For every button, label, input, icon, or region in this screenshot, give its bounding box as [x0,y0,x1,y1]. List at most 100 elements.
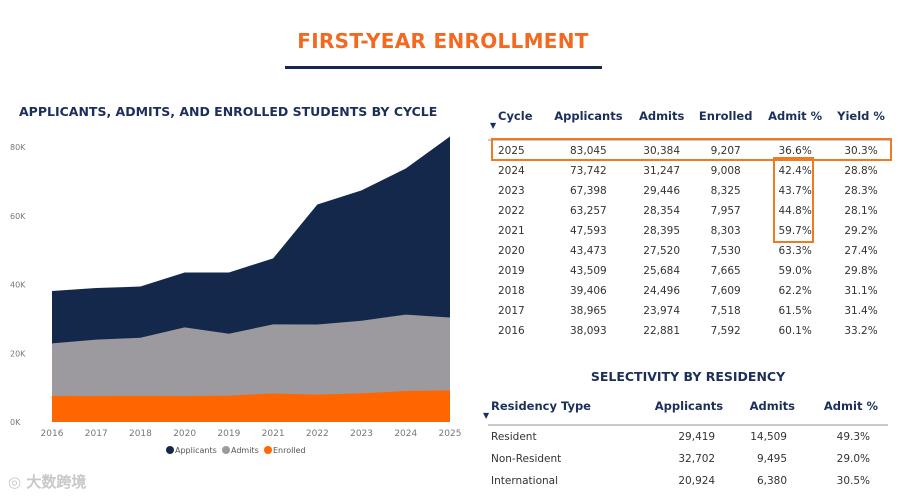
table-cell: 22,881 [643,325,681,337]
x-tick-label: 2019 [217,429,240,439]
table-cell: 27.4% [844,245,878,257]
table-cell: 30.5% [836,475,870,487]
sort-desc-icon[interactable]: ▼ [483,411,490,420]
column-header[interactable]: Admit % [760,106,831,141]
table-cell: 2023 [498,185,525,197]
highlight-box-2025-row [491,138,892,161]
column-header[interactable]: Applicants [544,106,633,141]
x-tick-label: 2022 [306,429,329,439]
table-cell: 44.8% [778,205,812,217]
table-cell: 27,520 [643,245,681,257]
table-cell: 32,702 [678,453,716,465]
table-cell: 67,398 [570,185,607,197]
table-row: 2019 43,509 25,684 7,665 59.0% 29.8% [488,261,892,281]
cycle-table: Cycle ▼ Applicants Admits Enrolled Admit % Yie… [488,106,892,341]
table-row: 2025 83,045 30,384 9,207 36.6% 30.3% [488,140,892,161]
y-tick-label: 80K [10,143,26,152]
table-cell: 28,354 [643,205,681,217]
column-header[interactable]: Yield % [830,106,892,141]
table-cell: 38,965 [570,305,607,317]
table-cell: 7,518 [710,305,741,317]
table-row: 2021 47,593 28,395 8,303 59.7% 29.2% [488,221,892,241]
x-tick-label: 2018 [129,429,152,439]
table-cell: 8,325 [710,185,741,197]
legend-label[interactable]: Admits [231,446,259,455]
table-cell: 60.1% [778,325,812,337]
legend-marker-enrolled [264,446,272,454]
table-cell: 8,303 [710,225,741,237]
x-tick-label: 2021 [262,429,285,439]
table-cell: 36.6% [778,145,812,157]
table-row: 2017 38,965 23,974 7,518 61.5% 31.4% [488,301,892,321]
legend-label[interactable]: Enrolled [273,446,306,455]
table-cell: 43.7% [778,185,812,197]
legend-marker-applicants [166,446,174,454]
table-row: 2023 67,398 29,446 8,325 43.7% 28.3% [488,181,892,201]
table-cell: 63,257 [570,205,607,217]
table-cell: 29.8% [844,265,878,277]
x-tick-label: 2017 [85,429,108,439]
table-cell: Resident [491,431,537,443]
column-header-label: Applicants [654,399,724,413]
table-row: 2020 43,473 27,520 7,530 63.3% 27.4% [488,241,892,261]
column-header-label: Admit % [768,109,823,123]
table-cell: 49.3% [836,431,870,443]
column-header[interactable]: Admit % [805,398,888,426]
table-cell: 83,045 [570,145,607,157]
watermark-icon: ◎ [8,473,22,491]
table-cell: 7,530 [710,245,741,257]
table-cell: 20,924 [678,475,716,487]
table-row: 2018 39,406 24,496 7,609 62.2% 31.1% [488,281,892,301]
table-cell: 43,509 [570,265,607,277]
table-cell: 31.4% [844,305,878,317]
column-header[interactable]: Admits [632,106,692,141]
table-cell: 42.4% [778,165,812,177]
x-tick-label: 2023 [350,429,373,439]
column-header-label: Applicants [554,109,623,123]
chart-title: APPLICANTS, ADMITS, AND ENROLLED STUDENT… [19,104,438,119]
column-header-label: Yield % [837,109,885,123]
table-row: International 20,924 6,380 30.5% [488,470,888,492]
column-header-label: Cycle [498,109,533,123]
table-cell: 47,593 [570,225,607,237]
table-cell: 62.2% [778,285,812,297]
column-header[interactable]: Residency Type ▼ [483,398,632,426]
table-cell: 30.3% [844,145,878,157]
table-cell: 39,406 [570,285,607,297]
column-header[interactable]: Cycle ▼ [488,106,545,141]
legend-label[interactable]: Applicants [175,446,217,455]
title-divider [285,66,602,69]
highlight-box-admit-pct [773,157,814,243]
table-cell: 9,495 [756,453,787,465]
y-tick-label: 0K [10,418,21,427]
area-chart: 0K 20K 40K 60K 80K 2016 2017 2018 2020 2019 2021 20… [10,136,461,455]
table-cell: 30,384 [643,145,681,157]
legend-marker-admits [222,446,230,454]
table-cell: 7,957 [710,205,741,217]
watermark-logo: ◎ 大数跨境 [8,471,86,492]
x-tick-label: 2016 [41,429,64,439]
table-cell: 29,419 [678,431,716,443]
table-row: Non-Resident 32,702 9,495 29.0% [488,448,888,470]
y-tick-label: 40K [10,281,26,290]
table-cell: 33.2% [844,325,878,337]
table-cell: 28.8% [844,165,878,177]
column-header[interactable]: Admits [733,398,805,426]
table-cell: 73,742 [570,165,607,177]
sort-desc-icon[interactable]: ▼ [490,121,497,130]
table-cell: 2025 [498,145,525,157]
residency-title: SELECTIVITY BY RESIDENCY [590,369,786,384]
column-header[interactable]: Applicants [632,398,734,426]
table-cell: 2022 [498,205,525,217]
table-cell: 7,592 [710,325,741,337]
table-cell: 28.3% [844,185,878,197]
table-cell: 43,473 [570,245,607,257]
table-cell: 9,008 [710,165,741,177]
column-header[interactable]: Enrolled [691,106,761,141]
table-cell: 31,247 [643,165,681,177]
column-header-label: Enrolled [698,109,753,123]
column-header-label: Admit % [823,399,878,413]
table-row: 2016 38,093 22,881 7,592 60.1% 33.2% [488,321,892,341]
residency-table: Residency Type ▼ Applicants Admits Admit % R… [483,398,888,492]
table-cell: 6,380 [756,475,787,487]
